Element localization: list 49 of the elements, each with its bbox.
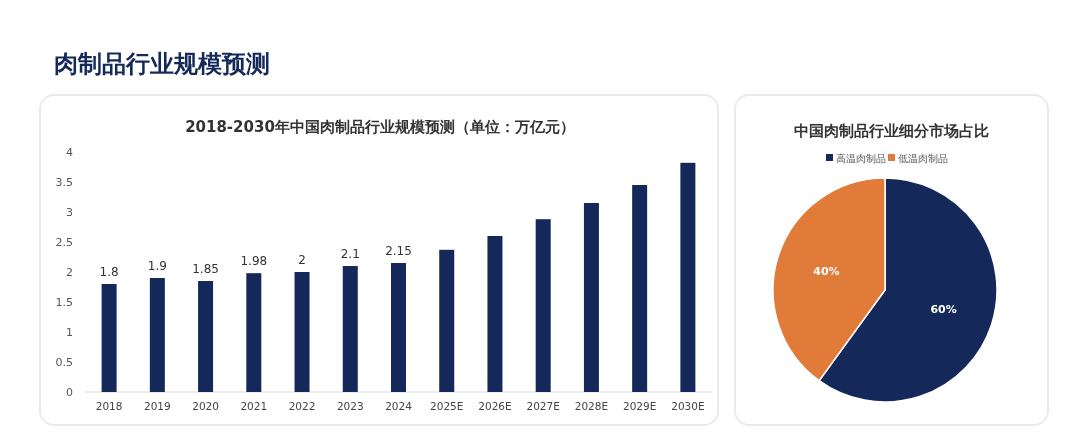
x-tick-label: 2019: [143, 400, 171, 412]
bar: [680, 162, 696, 392]
x-tick-label: 2027E: [526, 400, 560, 412]
x-tick-label: 2021: [240, 400, 268, 412]
bar: [391, 263, 406, 392]
bar: [149, 278, 165, 392]
bar: [535, 219, 551, 392]
data-label: 2.1: [340, 247, 360, 261]
data-label: 60%: [930, 303, 957, 317]
y-tick-label: 3.5: [55, 176, 73, 189]
text: 肉制品行业规模预测: [54, 50, 270, 78]
bar: [101, 284, 117, 392]
x-tick-label: 2025E: [430, 400, 464, 412]
y-tick-label: 4: [66, 146, 73, 159]
data-label: 1.9: [147, 259, 167, 273]
data-label: 40%: [813, 264, 840, 278]
y-tick-label: 0: [66, 386, 73, 399]
x-tick-label: 2029E: [622, 400, 657, 412]
x-tick-label: 2022: [288, 400, 316, 412]
x-tick-label: 2018: [95, 400, 123, 412]
x-tick-label: 2020: [192, 400, 219, 412]
bar: [198, 281, 214, 392]
data-label: 2.15: [385, 244, 412, 258]
x-tick-label: 2030E: [671, 400, 705, 412]
chart-title: 2018-2030年中国肉制品行业规模预测（单位：万亿元）: [185, 118, 575, 136]
bar: [439, 249, 455, 392]
bar: [294, 272, 310, 392]
y-tick-label: 2: [66, 266, 73, 279]
chart-title: 中国肉制品行业细分市场占比: [793, 122, 989, 140]
y-tick-label: 1.5: [55, 296, 73, 309]
x-tick-label: 2026E: [478, 400, 512, 412]
y-tick-label: 1: [66, 326, 73, 339]
bar: [583, 203, 599, 392]
x-tick-label: 2024: [385, 400, 413, 412]
bar: [487, 236, 503, 392]
data-label: 1.98: [240, 254, 268, 269]
x-tick-label: 2023: [336, 400, 364, 412]
data-label: 1.8: [99, 265, 119, 279]
data-label: 2: [298, 253, 306, 267]
y-tick-label: 0.5: [55, 356, 73, 369]
y-tick-label: 3: [66, 206, 73, 219]
data-label: 1.85: [192, 262, 219, 276]
bar: [246, 273, 262, 392]
x-tick-label: 2028E: [574, 400, 609, 412]
bar: [632, 185, 648, 392]
legend-label: 高温肉制品: [836, 153, 886, 164]
bar: [342, 266, 358, 392]
legend-label: 低温肉制品: [898, 153, 948, 164]
y-tick-label: 2.5: [55, 236, 73, 249]
